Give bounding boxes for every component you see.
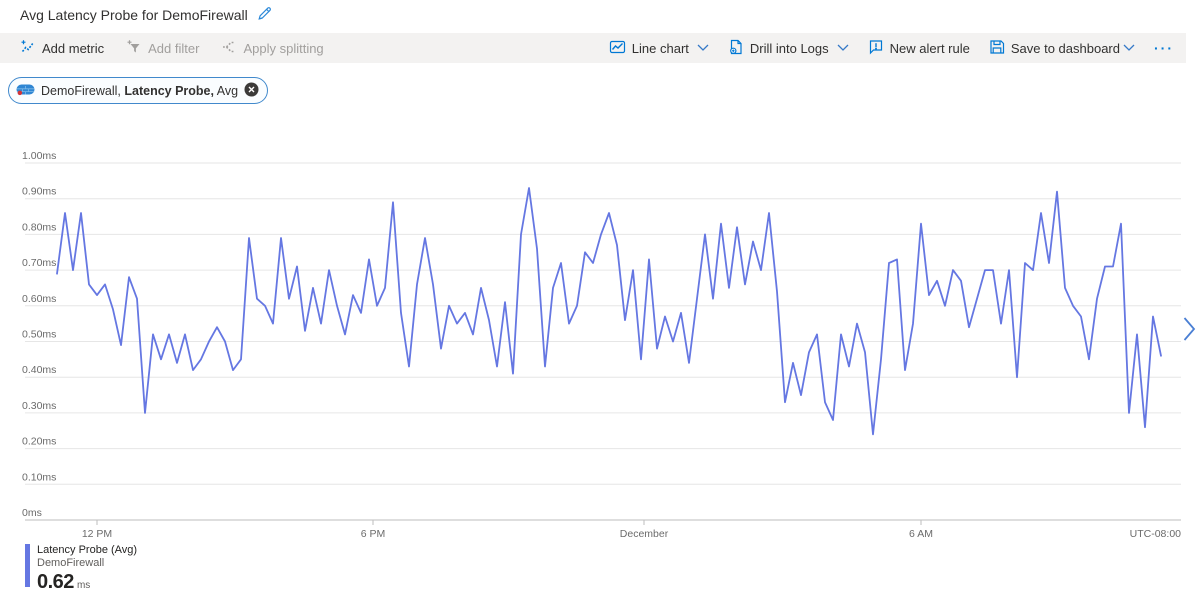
- legend-value: 0.62: [37, 571, 74, 593]
- edit-title-button[interactable]: [256, 5, 273, 25]
- svg-text:0ms: 0ms: [22, 507, 42, 519]
- pill-aggregation: Avg: [216, 83, 239, 98]
- metric-line-chart: 0ms 0.10ms 0.20ms 0.30ms 0.40ms 0.50ms 0.60ms 0…: [22, 150, 1182, 540]
- svg-text:0.10ms: 0.10ms: [22, 471, 56, 483]
- pill-metric: Latency Probe,: [124, 83, 214, 98]
- svg-text:6 PM: 6 PM: [361, 528, 386, 540]
- save-icon: [989, 39, 1005, 58]
- ellipsis-icon: ···: [1154, 40, 1174, 56]
- chevron-down-icon: [697, 44, 709, 52]
- legend-resource-name: DemoFirewall: [37, 557, 105, 570]
- new-alert-rule-icon: [868, 39, 884, 58]
- new-alert-rule-label: New alert rule: [889, 40, 970, 56]
- chevron-right-icon: [1183, 316, 1196, 345]
- pill-resource: DemoFirewall,: [41, 83, 121, 98]
- drill-into-logs-dropdown[interactable]: Drill into Logs: [728, 39, 849, 58]
- chart-scroll-right-button[interactable]: [1183, 316, 1199, 344]
- add-metric-button[interactable]: Add metric: [20, 39, 104, 58]
- drill-into-logs-label: Drill into Logs: [749, 40, 829, 56]
- chart-type-label: Line chart: [631, 40, 689, 56]
- chart-toolbar: Add metric Add filter: [0, 33, 1186, 63]
- svg-text:December: December: [620, 528, 669, 540]
- metric-pill[interactable]: DemoFirewall, Latency Probe, Avg: [8, 77, 269, 104]
- apply-splitting-icon: [221, 39, 237, 58]
- svg-text:UTC-08:00: UTC-08:00: [1130, 528, 1182, 540]
- add-metric-icon: [20, 39, 36, 58]
- add-filter-button[interactable]: Add filter: [126, 39, 199, 58]
- svg-text:1.00ms: 1.00ms: [22, 150, 56, 162]
- pencil-icon: [256, 5, 273, 25]
- add-filter-icon: [126, 39, 142, 58]
- toolbar-left-group: Add metric Add filter: [20, 39, 324, 58]
- svg-text:0.20ms: 0.20ms: [22, 436, 56, 448]
- apply-splitting-label: Apply splitting: [243, 40, 324, 56]
- add-filter-label: Add filter: [148, 40, 200, 56]
- drill-into-logs-icon: [728, 39, 744, 58]
- pill-text: DemoFirewall, Latency Probe, Avg: [41, 84, 238, 98]
- more-options-button[interactable]: ···: [1154, 40, 1174, 56]
- chevron-down-icon: [837, 44, 849, 52]
- new-alert-rule-button[interactable]: New alert rule: [868, 39, 970, 58]
- svg-text:0.40ms: 0.40ms: [22, 364, 56, 376]
- close-circle-icon[interactable]: [244, 82, 259, 100]
- apply-splitting-button[interactable]: Apply splitting: [221, 39, 324, 58]
- legend-series-name: Latency Probe (Avg): [37, 544, 138, 556]
- legend-texts: Latency Probe (Avg) DemoFirewall 0.62 ms: [37, 544, 137, 593]
- legend-unit: ms: [76, 580, 91, 592]
- svg-text:0.70ms: 0.70ms: [22, 257, 56, 269]
- add-metric-label: Add metric: [42, 40, 105, 56]
- chart-title-row: Avg Latency Probe for DemoFirewall: [20, 5, 273, 25]
- svg-text:0.50ms: 0.50ms: [22, 329, 56, 341]
- svg-text:0.60ms: 0.60ms: [22, 293, 56, 305]
- svg-text:0.80ms: 0.80ms: [22, 221, 56, 233]
- legend-value-row: 0.62 ms: [37, 571, 137, 593]
- svg-text:0.30ms: 0.30ms: [22, 400, 56, 412]
- legend-color-bar: [25, 544, 30, 587]
- chart-title: Avg Latency Probe for DemoFirewall: [20, 7, 248, 23]
- firewall-icon: [16, 82, 35, 100]
- chevron-down-icon: [1123, 44, 1135, 52]
- legend-item[interactable]: Latency Probe (Avg) DemoFirewall 0.62 ms: [25, 544, 137, 593]
- save-to-dashboard-label: Save to dashboard: [1010, 40, 1120, 56]
- line-chart-icon: [609, 39, 626, 58]
- svg-text:6 AM: 6 AM: [909, 528, 933, 540]
- chart-type-dropdown[interactable]: Line chart: [609, 39, 709, 58]
- svg-text:12 PM: 12 PM: [82, 528, 112, 540]
- svg-text:0.90ms: 0.90ms: [22, 186, 56, 198]
- save-to-dashboard-dropdown[interactable]: Save to dashboard: [989, 39, 1135, 58]
- toolbar-right-group: Line chart Drill into: [609, 39, 1174, 58]
